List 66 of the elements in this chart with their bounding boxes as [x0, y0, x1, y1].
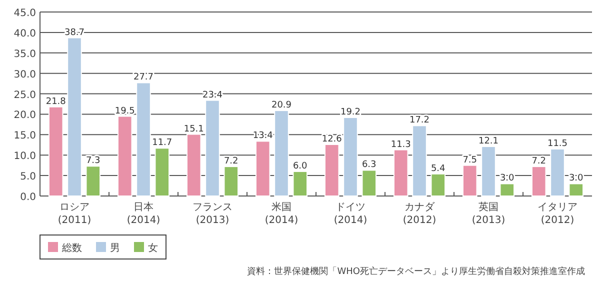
- bar: [205, 100, 220, 196]
- bar: [412, 125, 427, 196]
- bar: [186, 134, 202, 196]
- legend-label: 男: [110, 243, 120, 254]
- data-label: 12.1: [478, 136, 499, 147]
- x-tick-label: フランス (2013): [192, 202, 232, 226]
- text: 資料：世界保健機関「WHO死亡データベース」より厚生労働省自殺対策推進室作成: [247, 266, 585, 277]
- y-tick-label: 45.0: [14, 8, 36, 19]
- bar: [292, 170, 308, 196]
- bar: [117, 116, 132, 196]
- bar: [136, 82, 151, 196]
- x-tick-label: ドイツ (2014): [334, 202, 368, 226]
- data-label: 6.3: [362, 160, 376, 170]
- data-label: 7.2: [224, 156, 238, 167]
- data-label: 6.0: [292, 161, 308, 172]
- legend-label: 女: [148, 242, 158, 254]
- bar: [568, 183, 584, 196]
- bar: [67, 37, 82, 196]
- bar: [86, 166, 101, 196]
- data-label: 7.2: [532, 156, 546, 167]
- y-tick-label: 40.0: [14, 28, 36, 40]
- data-label: 7.5: [462, 155, 478, 166]
- bar: [362, 170, 377, 196]
- x-tick-label: 英国 (2013): [472, 201, 506, 226]
- y-tick-label: 15.0: [14, 130, 36, 142]
- data-label: 3.0: [568, 174, 584, 184]
- y-tick-label: 10.0: [14, 151, 36, 162]
- data-label: 27.7: [133, 72, 154, 83]
- bar: [531, 166, 546, 196]
- x-tick-label: ロシア (2011): [58, 202, 92, 226]
- bar: [255, 140, 270, 196]
- data-label: 11.5: [547, 138, 568, 149]
- bar: [430, 173, 446, 196]
- x-tick-label: 日本 (2014): [126, 201, 160, 226]
- data-label: 5.4: [430, 164, 446, 174]
- data-label: 15.1: [184, 124, 204, 134]
- y-tick-label: 25.0: [14, 90, 36, 101]
- x-tick-label: イタリア (2012): [538, 202, 578, 226]
- y-tick-label: 5.0: [20, 172, 36, 183]
- data-label: 17.2: [409, 116, 430, 126]
- x-tick-label: カナダ (2012): [402, 201, 436, 226]
- bar: [324, 144, 340, 196]
- bar: [393, 149, 408, 196]
- bar: [343, 116, 358, 196]
- bar: [224, 166, 239, 196]
- bar: [48, 106, 64, 196]
- data-label: 7.3: [86, 156, 100, 166]
- data-label: 19.5: [114, 106, 135, 116]
- bar: [462, 164, 478, 196]
- bar: [154, 148, 170, 196]
- y-tick-label: 0.0: [20, 192, 36, 203]
- y-tick-label: 20.0: [14, 110, 36, 122]
- y-tick-label: 30.0: [14, 69, 36, 80]
- bar: [481, 146, 496, 196]
- y-tick-label: 35.0: [14, 48, 36, 60]
- data-label: 21.8: [46, 96, 66, 107]
- bar: [274, 110, 289, 196]
- legend-label: 総数: [61, 242, 82, 254]
- data-label: 3.0: [500, 174, 515, 184]
- data-label: 12.6: [322, 134, 342, 144]
- data-label: 20.9: [271, 100, 292, 111]
- bar: [500, 183, 515, 196]
- data-label: 11.7: [152, 138, 172, 148]
- bar: [550, 148, 565, 196]
- data-label: 11.3: [390, 140, 411, 150]
- x-tick-label: 米国 (2014): [264, 201, 298, 226]
